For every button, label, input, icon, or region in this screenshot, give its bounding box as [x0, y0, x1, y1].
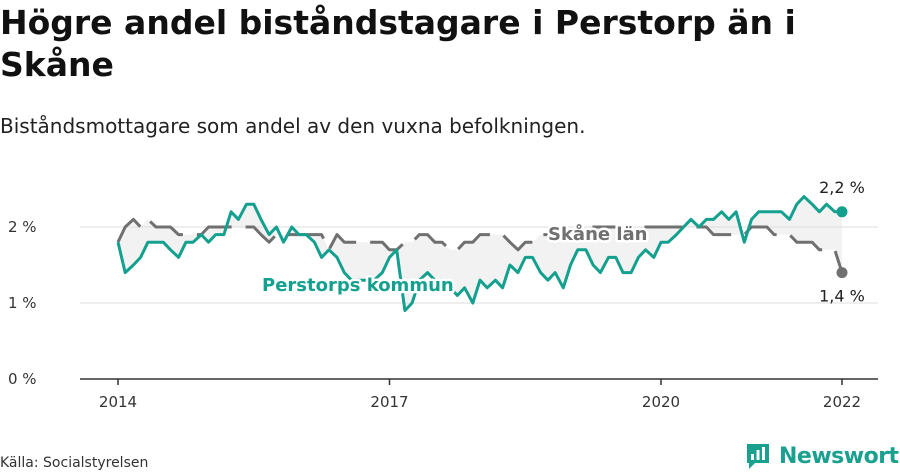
end-point-skane	[836, 267, 848, 279]
end-point-perstorp	[836, 206, 848, 218]
end-label-perstorp: 2,2 %	[819, 178, 865, 197]
brand-logo: Newsworthy	[745, 441, 900, 471]
line-chart: 0 % 1 % 2 % 2014 2017 2020 2022 Skåne län Pers…	[8, 178, 878, 411]
y-tick-label: 0 %	[8, 370, 37, 388]
x-tick-label: 2022	[823, 393, 861, 411]
difference-fill	[118, 196, 842, 311]
source-note: Källa: Socialstyrelsen	[0, 455, 149, 471]
difference-area	[118, 196, 842, 311]
y-tick-label: 1 %	[8, 294, 37, 312]
x-tick-label: 2017	[370, 393, 408, 411]
page-title: Högre andel biståndstagare i Perstorp än…	[0, 3, 796, 84]
series-label-skane: Skåne län	[548, 223, 648, 245]
series-label-perstorp: Perstorps kommun	[262, 275, 454, 296]
y-tick-label: 2 %	[8, 218, 37, 236]
x-tick-label: 2014	[99, 393, 137, 411]
series-line-skane	[116, 217, 844, 274]
series-line-perstorp	[116, 195, 842, 313]
chart-labels: Skåne län Perstorps kommun 2,2 % 1,4 %	[260, 178, 865, 306]
series-lines	[116, 195, 848, 313]
newsworthy-logo-icon	[747, 444, 769, 469]
end-label-skane: 1,4 %	[819, 287, 865, 306]
chart-subtitle: Biståndsmottagare som andel av den vuxna…	[0, 114, 586, 138]
brand-name: Newsworthy	[779, 443, 900, 469]
x-tick-label: 2020	[642, 393, 680, 411]
x-axis: 2014 2017 2020 2022	[80, 378, 878, 411]
